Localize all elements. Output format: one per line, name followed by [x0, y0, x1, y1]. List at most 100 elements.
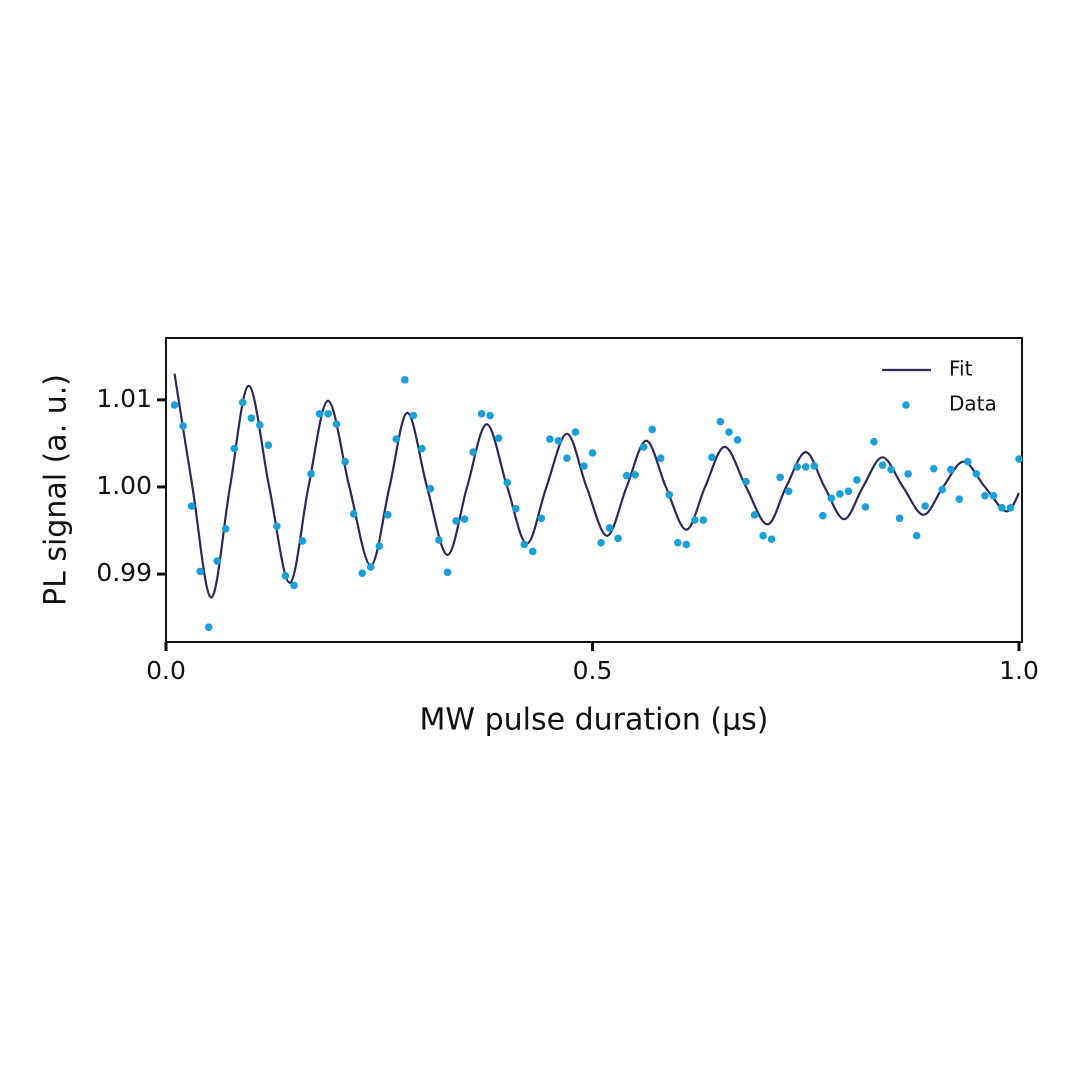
- data-point: [332, 420, 341, 429]
- data-point: [921, 502, 929, 510]
- data-point: [622, 471, 631, 480]
- data-point: [247, 414, 256, 422]
- data-point: [443, 568, 452, 577]
- data-point: [511, 504, 520, 513]
- x-tick-label: 1.0: [999, 656, 1039, 685]
- data-point: [571, 428, 580, 436]
- legend-label: Data: [949, 392, 997, 416]
- plot-frame: [165, 337, 1023, 643]
- data-point: [665, 490, 674, 499]
- data-point: [213, 557, 221, 565]
- data-point: [435, 536, 443, 544]
- data-point: [656, 454, 665, 463]
- data-point: [776, 473, 784, 482]
- data-point: [563, 454, 571, 463]
- data-point: [827, 494, 836, 503]
- data-point: [238, 398, 247, 407]
- fit-line: [173, 373, 1020, 599]
- data-point: [639, 443, 648, 451]
- data-point: [750, 511, 759, 519]
- data-point: [358, 569, 366, 577]
- data-point: [691, 516, 699, 524]
- data-point: [878, 461, 887, 469]
- data-point: [264, 441, 273, 449]
- data-point: [819, 511, 827, 520]
- data-point: [298, 537, 307, 545]
- data-point: [725, 428, 733, 436]
- x-axis-label: MW pulse duration (µs): [420, 703, 769, 738]
- data-point: [870, 437, 878, 446]
- data-point: [699, 516, 708, 524]
- data-point: [349, 510, 358, 518]
- data-point: [290, 581, 298, 590]
- data-point: [784, 487, 793, 496]
- data-point: [708, 453, 716, 462]
- data-point: [588, 449, 597, 457]
- data-point: [767, 535, 776, 544]
- y-tick-label: 0.99: [96, 558, 152, 587]
- legend-swatch: [902, 401, 910, 409]
- data-point: [324, 409, 332, 418]
- data-point: [196, 567, 204, 576]
- data-point: [801, 463, 810, 471]
- data-point: [742, 477, 750, 486]
- data-point: [938, 485, 947, 494]
- data-point: [256, 421, 264, 429]
- data-point: [904, 470, 912, 478]
- data-point: [674, 538, 682, 547]
- data-point: [836, 490, 844, 498]
- data-point: [418, 444, 426, 453]
- data-point: [528, 547, 537, 556]
- data-point: [401, 376, 409, 384]
- data-point: [861, 503, 870, 511]
- data-point: [520, 540, 529, 549]
- data-point: [477, 409, 486, 418]
- data-point: [392, 435, 401, 443]
- legend-label: Fit: [949, 357, 973, 381]
- data-point: [383, 511, 392, 519]
- data-point: [187, 502, 196, 510]
- data-point: [315, 409, 324, 418]
- data-point: [844, 487, 853, 496]
- data-point: [682, 540, 691, 549]
- data-point: [759, 531, 767, 540]
- data-point: [887, 465, 895, 474]
- data-point: [793, 463, 802, 471]
- data-point: [631, 470, 639, 479]
- data-point: [366, 563, 375, 571]
- data-point: [460, 515, 469, 523]
- x-tick-label: 0.5: [573, 656, 613, 685]
- data-point: [307, 470, 315, 478]
- data-point: [733, 436, 742, 444]
- data-point: [494, 434, 503, 442]
- data-point: [554, 436, 563, 445]
- data-point: [469, 448, 477, 456]
- data-point: [580, 462, 588, 470]
- data-point: [648, 425, 657, 434]
- data-point: [486, 411, 494, 420]
- data-point: [605, 524, 614, 532]
- data-point: [955, 495, 964, 503]
- x-tick-label: 0.0: [146, 656, 186, 685]
- data-point: [170, 401, 179, 409]
- data-point: [281, 571, 290, 580]
- data-point: [375, 542, 384, 550]
- data-point: [341, 457, 349, 466]
- data-point: [998, 504, 1006, 512]
- data-point: [409, 411, 418, 420]
- data-point: [989, 491, 998, 500]
- data-point: [426, 484, 435, 493]
- y-tick-label: 1.01: [96, 384, 152, 413]
- data-point: [929, 464, 938, 473]
- y-axis-label: PL signal (a. u.): [39, 374, 74, 606]
- data-point: [972, 470, 981, 478]
- data-point: [452, 517, 460, 525]
- data-point: [716, 417, 725, 426]
- data-point: [221, 524, 230, 533]
- data-point: [912, 531, 921, 540]
- data-point: [964, 457, 972, 466]
- data-point: [614, 534, 622, 543]
- data-point: [179, 422, 187, 430]
